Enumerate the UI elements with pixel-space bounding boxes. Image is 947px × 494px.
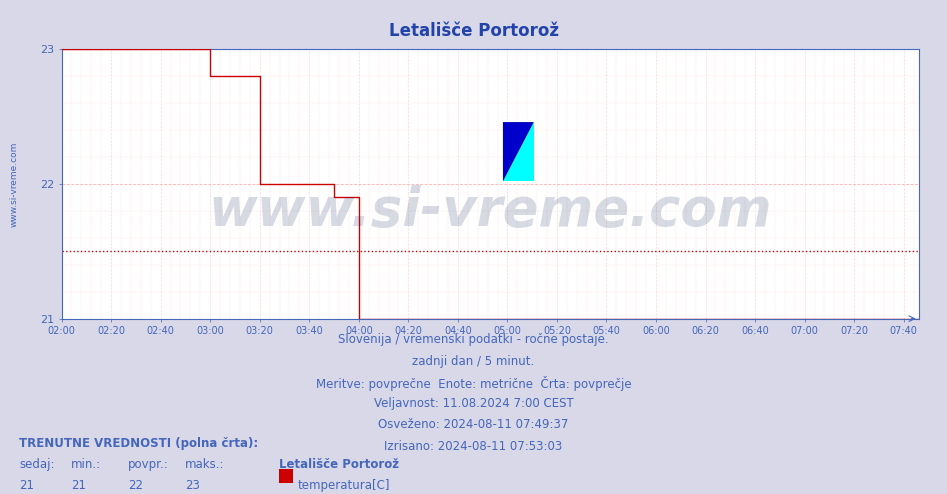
Text: sedaj:: sedaj:	[19, 458, 54, 471]
Text: Osveženo: 2024-08-11 07:49:37: Osveženo: 2024-08-11 07:49:37	[378, 418, 569, 431]
Text: 21: 21	[71, 479, 86, 492]
Text: povpr.:: povpr.:	[128, 458, 169, 471]
Polygon shape	[503, 122, 534, 181]
Text: 21: 21	[19, 479, 34, 492]
Text: Letališče Portorož: Letališče Portorož	[388, 22, 559, 40]
Text: zadnji dan / 5 minut.: zadnji dan / 5 minut.	[412, 355, 535, 368]
Text: Veljavnost: 11.08.2024 7:00 CEST: Veljavnost: 11.08.2024 7:00 CEST	[374, 397, 573, 410]
Text: min.:: min.:	[71, 458, 101, 471]
Text: 22: 22	[128, 479, 143, 492]
Text: www.si-vreme.com: www.si-vreme.com	[9, 141, 19, 227]
Text: Meritve: povprečne  Enote: metrične  Črta: povprečje: Meritve: povprečne Enote: metrične Črta:…	[315, 376, 632, 391]
Text: www.si-vreme.com: www.si-vreme.com	[208, 185, 772, 237]
Polygon shape	[503, 122, 534, 181]
Text: Slovenija / vremenski podatki - ročne postaje.: Slovenija / vremenski podatki - ročne po…	[338, 333, 609, 346]
Text: maks.:: maks.:	[185, 458, 224, 471]
Text: TRENUTNE VREDNOSTI (polna črta):: TRENUTNE VREDNOSTI (polna črta):	[19, 437, 259, 450]
Text: Letališče Portorož: Letališče Portorož	[279, 458, 400, 471]
FancyBboxPatch shape	[503, 122, 534, 181]
Text: 23: 23	[185, 479, 200, 492]
Text: Izrisano: 2024-08-11 07:53:03: Izrisano: 2024-08-11 07:53:03	[384, 440, 563, 453]
Text: temperatura[C]: temperatura[C]	[297, 479, 390, 492]
